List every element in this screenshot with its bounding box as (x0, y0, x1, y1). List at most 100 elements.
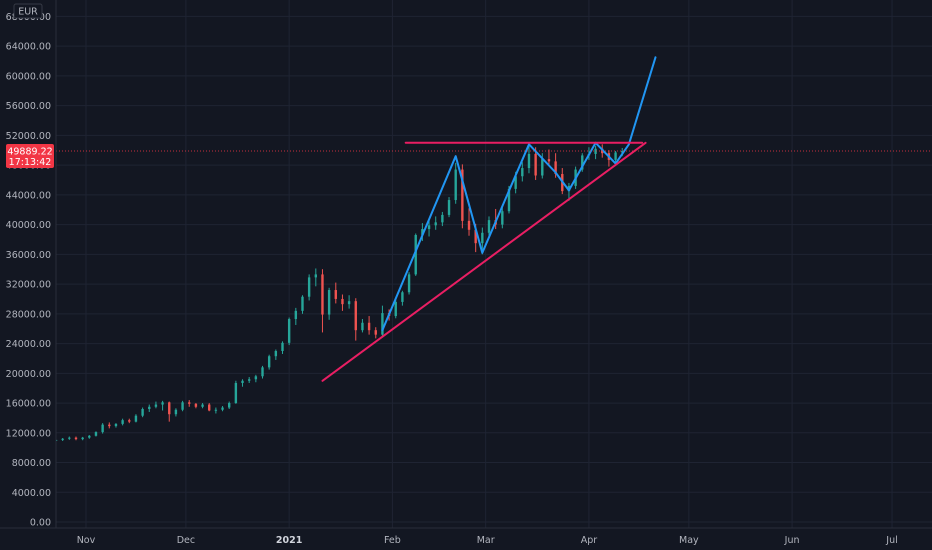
candle-body (461, 169, 464, 221)
candle-body (354, 301, 357, 331)
candle-body (447, 200, 451, 215)
candle-body (108, 424, 111, 427)
candle-body (174, 409, 178, 415)
candle-body (201, 404, 204, 407)
candle-body (614, 152, 617, 160)
price-tick-label: 40000.00 (6, 220, 51, 231)
candle-body (188, 402, 191, 404)
candle-body (74, 437, 78, 440)
candle-body (327, 290, 331, 315)
candle-body (161, 402, 164, 405)
price-tick-label: 36000.00 (6, 250, 51, 261)
candle-body (301, 296, 304, 311)
candle-body (341, 298, 344, 305)
pattern-zigzag (381, 56, 657, 332)
candle-body (214, 409, 218, 411)
candle-body (421, 229, 424, 235)
candle-body (314, 274, 318, 278)
candle-body (194, 403, 198, 407)
price-tick-label: 60000.00 (6, 71, 51, 82)
current-price-value: 49889.22 (7, 147, 52, 158)
candle-body (374, 330, 377, 335)
candle-body (474, 229, 477, 244)
time-tick-label: Mar (477, 535, 495, 546)
time-tick-label: Dec (177, 535, 195, 546)
candle-body (541, 159, 544, 176)
time-tick-label: Jun (784, 535, 800, 546)
price-tick-label: 24000.00 (6, 339, 51, 350)
candle-body (154, 404, 158, 407)
candle-body (294, 310, 298, 320)
time-tick-label: 2021 (276, 535, 302, 546)
currency-label: EUR (18, 7, 38, 18)
current-price-tag (6, 144, 54, 168)
candle-body (534, 153, 537, 176)
candle-body (407, 274, 411, 293)
candle-body (394, 301, 397, 317)
candle-body (434, 222, 437, 226)
candle-body (274, 351, 278, 357)
candle-body (481, 232, 484, 244)
candle-body (427, 225, 431, 230)
candle-body (88, 435, 91, 438)
candle-body (527, 153, 531, 169)
time-tick-label: Feb (384, 535, 401, 546)
candle-body (381, 313, 384, 335)
candle-body (454, 169, 457, 201)
price-tick-label: 64000.00 (6, 42, 51, 53)
candle-body (621, 151, 624, 153)
time-scale-panel[interactable] (0, 528, 932, 550)
candle-body (141, 409, 144, 416)
candle-body (467, 220, 471, 230)
candle-body (594, 148, 597, 154)
candle-body (181, 402, 184, 410)
candle-body (414, 234, 417, 275)
grid-lines (56, 0, 932, 528)
candle-body (121, 420, 124, 424)
candle-body (307, 277, 311, 297)
price-tick-label: 28000.00 (6, 309, 51, 320)
candle-body (261, 367, 264, 377)
bar-countdown: 17:13:42 (9, 157, 52, 168)
price-tick-label: 0.00 (30, 518, 51, 529)
candle-body (68, 437, 71, 439)
candle-body (487, 220, 491, 233)
candle-body (134, 415, 138, 422)
candle-body (554, 161, 557, 175)
support-line (321, 141, 647, 382)
price-tick-label: 8000.00 (12, 458, 51, 469)
candle-body (514, 176, 517, 189)
candle-body (101, 424, 104, 433)
candle-body (581, 155, 584, 170)
candle-body (367, 322, 371, 331)
price-tick-label: 12000.00 (6, 428, 51, 439)
candle-body (401, 292, 404, 302)
price-tick-label: 20000.00 (6, 369, 51, 380)
trend-drawings[interactable] (321, 56, 657, 382)
price-tick-label: 4000.00 (12, 488, 51, 499)
candle-body (361, 322, 364, 331)
candle-body (254, 376, 258, 380)
candle-body (241, 380, 244, 383)
candle-body (521, 168, 524, 177)
candle-body (321, 274, 324, 315)
price-tick-label: 32000.00 (6, 280, 51, 291)
candle-body (247, 379, 251, 381)
price-tick-label: 44000.00 (6, 190, 51, 201)
candle-body (441, 214, 444, 223)
price-scale-panel[interactable] (0, 0, 56, 550)
price-tick-label: 52000.00 (6, 131, 51, 142)
candle-body (281, 342, 284, 352)
time-tick-label: Apr (581, 535, 598, 546)
candle-body (168, 402, 171, 415)
candle-body (347, 301, 351, 305)
candle-body (234, 382, 238, 404)
price-tick-label: 56000.00 (6, 101, 51, 112)
time-tick-label: Nov (77, 535, 96, 546)
time-axis-labels: Nov Dec 2021 Feb Mar Apr May Jun Jul (77, 535, 898, 546)
time-tick-label: May (679, 535, 699, 546)
candle-body (507, 188, 511, 212)
currency-badge[interactable] (13, 3, 43, 19)
candle-body (334, 290, 337, 299)
